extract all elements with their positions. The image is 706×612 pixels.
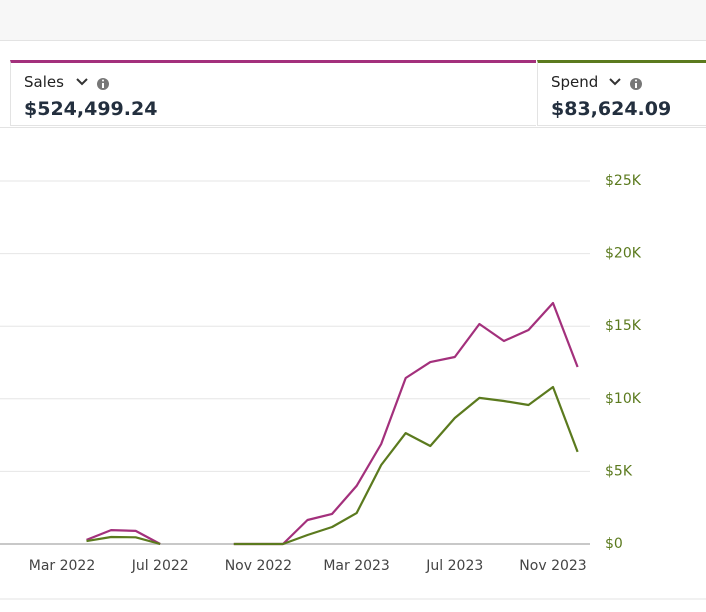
metric-card[interactable]: Sales $524,499.24 (10, 60, 536, 126)
metric-value: $524,499.24 (24, 98, 158, 120)
y-tick-label: $20K (605, 246, 642, 262)
x-tick-label: Mar 2023 (323, 558, 390, 574)
y-tick-label: $15K (605, 318, 642, 334)
x-tick-label: Jul 2022 (131, 558, 189, 574)
x-tick-label: Jul 2023 (425, 558, 483, 574)
metric-label: Sales (24, 73, 64, 91)
y-tick-label: $5K (605, 463, 633, 479)
y-tick-label: $10K (605, 391, 642, 407)
metric-value: $83,624.09 (551, 98, 672, 120)
metric-label: Spend (551, 73, 599, 91)
chart: $0 $5K $10K $15K $20K $25K Mar 2022 Jul 2022 Nov… (0, 173, 706, 600)
series-line (86, 385, 579, 546)
y-tick-label: $0 (605, 536, 623, 552)
y-tick-label: $25K (605, 173, 642, 189)
metric-card[interactable]: Spend $83,624.09 (537, 60, 706, 126)
series-line (86, 301, 579, 546)
top-bar (0, 0, 706, 41)
divider (0, 127, 706, 128)
x-tick-label: Nov 2023 (519, 558, 586, 574)
x-tick-label: Mar 2022 (29, 558, 96, 574)
metric-icons[interactable] (75, 75, 111, 91)
x-tick-label: Nov 2022 (225, 558, 292, 574)
metric-icons[interactable] (608, 75, 644, 91)
